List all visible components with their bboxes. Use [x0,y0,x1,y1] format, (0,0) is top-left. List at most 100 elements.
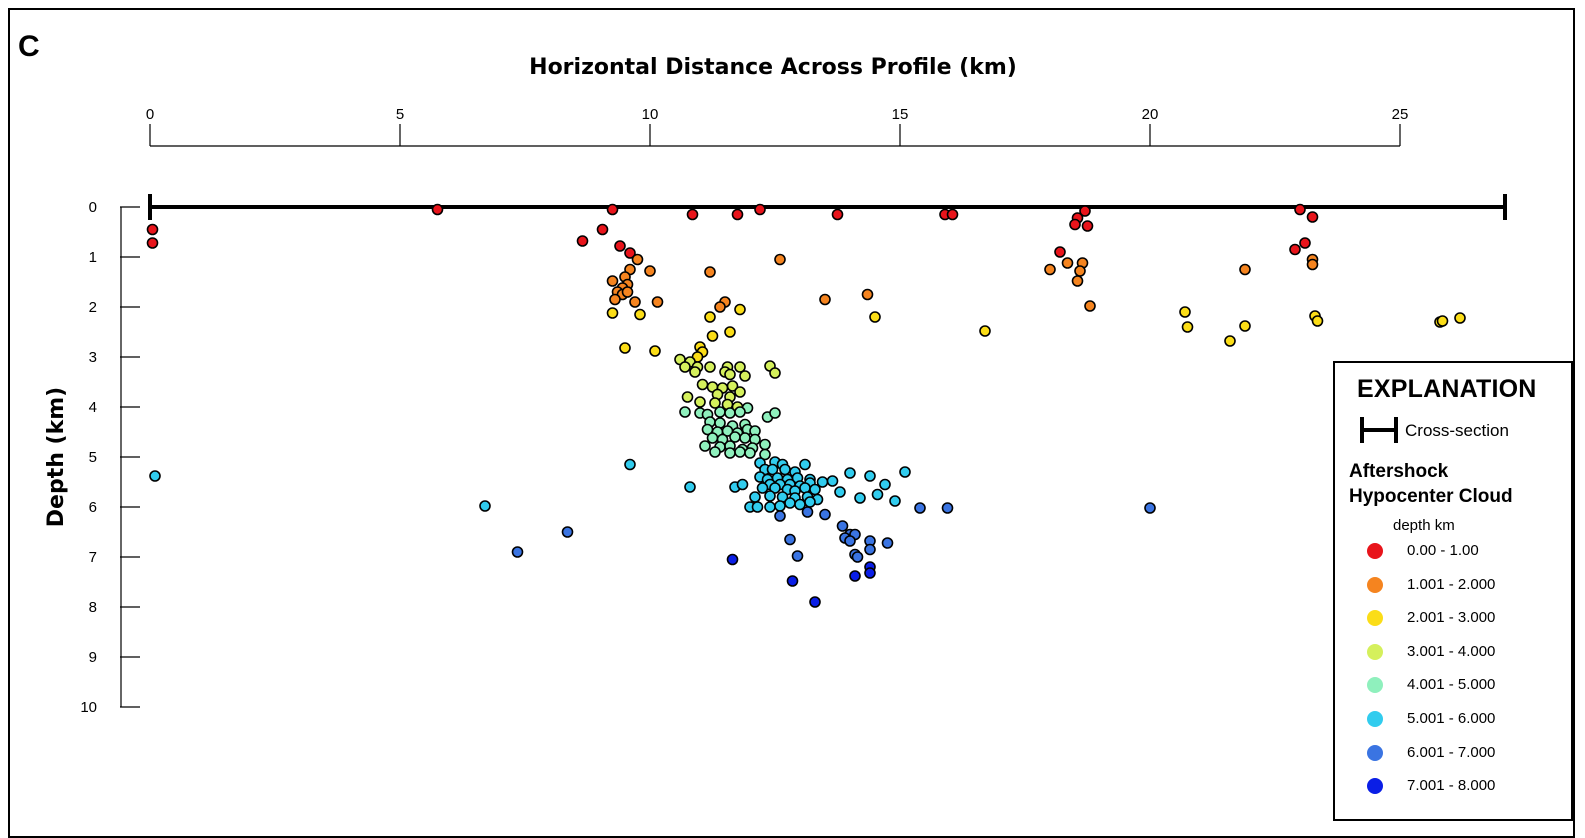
hypocenter-point [879,478,891,491]
hypocenter-point [724,447,736,459]
hypocenter-point [759,448,771,461]
legend-item: 4.001 - 5.000 [1367,674,1567,696]
y-tick-label: 6 [89,499,97,516]
hypocenter-point [769,367,781,379]
hypocenter-point [831,208,844,221]
axes: 0 5 10 15 20 25 0 1 2 3 4 5 6 7 8 9 10 [80,106,1507,716]
hypocenter-point [431,203,444,216]
hypocenter-point [734,446,746,458]
hypocenter-point [606,307,619,319]
hypocenter-point [614,240,626,252]
y-tick-label: 2 [89,299,97,316]
hypocenter-point [606,275,619,287]
y-axis-title: Depth (km) [44,387,69,527]
x-tick-label: 5 [396,106,404,123]
hypocenter-point [749,491,761,503]
hypocenter-point [804,496,816,508]
legend-subtitle-line2: Hypocenter Cloud [1349,486,1513,507]
x-tick-label: 25 [1392,106,1409,123]
hypocenter-point [689,366,701,378]
hypocenter-point [819,293,831,306]
hypocenter-point [1239,263,1251,276]
hypocenter-point [1181,321,1194,333]
hypocenter-point [631,253,644,266]
x-axis-title: Horizontal Distance Across Profile (km) [529,55,1017,80]
hypocenter-point [869,311,881,323]
hypocenter-point [791,550,804,562]
hypocenter-point [844,467,856,479]
hypocenter-point [724,326,736,338]
hypocenter-point [619,342,631,354]
x-tick-label: 10 [642,106,659,123]
hypocenter-point [1289,243,1301,256]
hypocenter-point [764,490,776,502]
legend-item: 6.001 - 7.000 [1367,742,1567,764]
hypocenter-point [864,567,876,579]
hypocenter-point [1224,335,1236,347]
hypocenter-point [1071,275,1084,287]
legend: EXPLANATION Cross-section Aftershock Hyp… [1333,361,1573,821]
y-tick-label: 5 [89,449,97,466]
hypocenter-point [714,301,726,313]
hypocenter-point [621,286,634,298]
hypocenter-point [709,397,721,409]
hypocenter-point [734,406,746,418]
x-tick-label: 20 [1142,106,1159,123]
hypocenter-point [1074,265,1086,277]
hypocenter-point [786,575,799,587]
legend-item: 3.001 - 4.000 [1367,641,1567,663]
y-tick-label: 9 [89,649,97,666]
hypocenter-point [1081,220,1094,232]
hypocenter-point [754,203,766,216]
hypocenter-point [756,482,769,494]
hypocenter-point [759,438,771,451]
hypocenter-point [561,526,574,538]
hypocenter-point [861,288,874,301]
scatter-chart: Horizontal Distance Across Profile (km) … [44,55,1507,716]
legend-item: 7.001 - 8.000 [1367,775,1567,797]
legend-swatch-icon [1367,610,1383,627]
hypocenter-point [651,296,664,308]
hypocenter-point [739,370,751,382]
hypocenter-point [864,543,876,556]
hypocenter-point [764,501,776,513]
hypocenter-point [946,208,959,221]
hypocenter-point [769,407,781,419]
hypocenter-point [686,208,699,221]
hypocenter-point [941,502,954,514]
hypocenter-point [146,223,159,236]
hypocenter-point [706,330,719,342]
hypocenter-point [1306,211,1319,223]
hypocenter-point [724,407,736,419]
hypocenter-point [609,293,621,306]
legend-swatch-icon [1367,576,1383,593]
hypocenter-point [726,553,739,566]
cross-section-symbol-icon [1360,417,1398,443]
legend-label: 1.001 - 2.000 [1407,575,1496,593]
hypocenter-point [784,497,796,509]
hypocenter-point [836,520,849,532]
y-tick-label: 10 [80,699,97,716]
hypocenter-point [149,470,161,482]
y-tick-label: 4 [89,399,97,416]
legend-label: 5.001 - 6.000 [1407,710,1496,727]
hypocenter-point [714,406,726,418]
hypocenter-point [769,482,781,494]
legend-item: 2.001 - 3.000 [1367,607,1567,629]
hypocenter-point [849,570,861,582]
y-tick-label: 1 [89,249,97,266]
legend-label: 7.001 - 8.000 [1407,777,1496,795]
hypocenter-point [739,432,751,444]
hypocenter-point [844,535,856,547]
legend-item: 5.001 - 6.000 [1367,708,1567,730]
hypocenter-point [1436,315,1449,327]
legend-title: EXPLANATION [1357,375,1537,403]
hypocenter-points [146,203,1466,608]
hypocenter-point [704,311,716,323]
hypocenter-point [634,308,646,321]
hypocenter-point [784,533,796,546]
hypocenter-point [1079,205,1091,217]
legend-subtitle: Aftershock Hypocenter Cloud [1349,459,1569,509]
hypocenter-point [774,253,786,266]
legend-label: 4.001 - 5.000 [1407,676,1496,694]
